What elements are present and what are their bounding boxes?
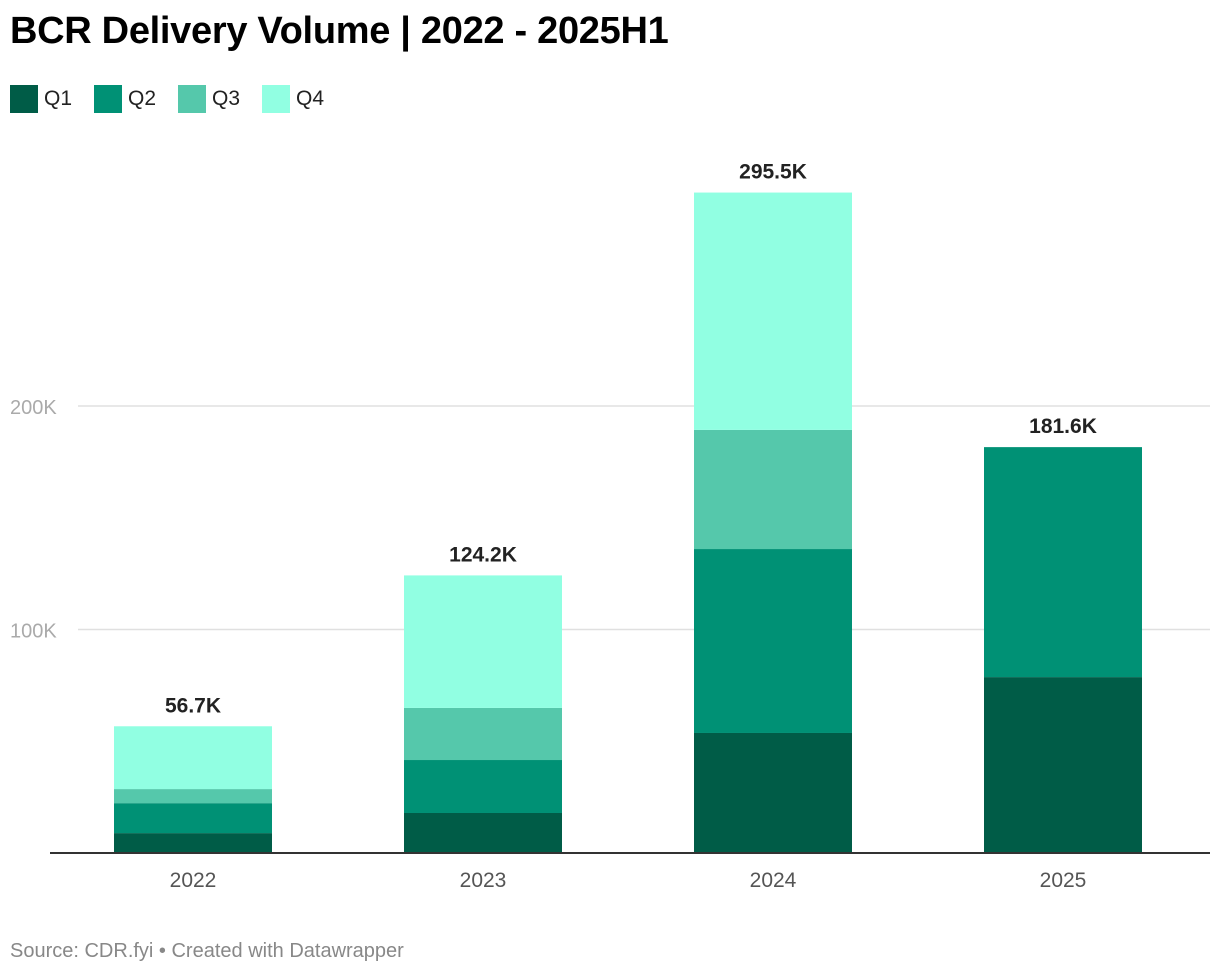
bar-2024-q1 (694, 732, 852, 853)
bar-2022-q1 (114, 833, 272, 853)
source-footer: Source: CDR.fyi • Created with Datawrapp… (10, 940, 404, 962)
bar-2023-q4 (404, 575, 562, 708)
bar-2022-q2 (114, 803, 272, 834)
total-label: 56.7K (165, 694, 221, 717)
x-tick-label: 2022 (170, 869, 217, 892)
legend-item-q2: Q2 (94, 85, 156, 113)
y-tick-label: 200K (10, 397, 57, 419)
legend-swatch (262, 85, 291, 113)
bar-2024-q2 (694, 549, 852, 733)
legend-label: Q4 (296, 87, 325, 110)
legend-item-q1: Q1 (10, 85, 72, 113)
bar-2023-q1 (404, 812, 562, 853)
bar-2025-q1 (984, 677, 1142, 853)
legend: Q1 Q2 Q3 Q4 (10, 85, 346, 113)
legend-label: Q2 (128, 87, 157, 110)
bar-2022-q3 (114, 789, 272, 804)
legend-item-q4: Q4 (262, 85, 324, 113)
legend-swatch (178, 85, 207, 113)
total-label: 124.2K (449, 543, 517, 566)
bar-2024-q4 (694, 192, 852, 430)
legend-label: Q1 (44, 87, 73, 110)
bar-2023-q2 (404, 760, 562, 813)
bar-2025-q2 (984, 447, 1142, 678)
total-label: 181.6K (1029, 415, 1097, 438)
chart-title: BCR Delivery Volume | 2022 - 2025H1 (10, 10, 669, 52)
y-tick-label: 100K (10, 621, 57, 643)
legend-label: Q3 (212, 87, 241, 110)
bar-2022-q4 (114, 726, 272, 790)
bar-2024-q3 (694, 429, 852, 550)
x-tick-label: 2024 (750, 869, 797, 892)
bar-2023-q3 (404, 707, 562, 761)
legend-item-q3: Q3 (178, 85, 240, 113)
x-tick-label: 2023 (460, 869, 507, 892)
legend-swatch (94, 85, 123, 113)
x-tick-label: 2025 (1040, 869, 1087, 892)
total-label: 295.5K (739, 161, 807, 184)
legend-swatch (10, 85, 38, 113)
